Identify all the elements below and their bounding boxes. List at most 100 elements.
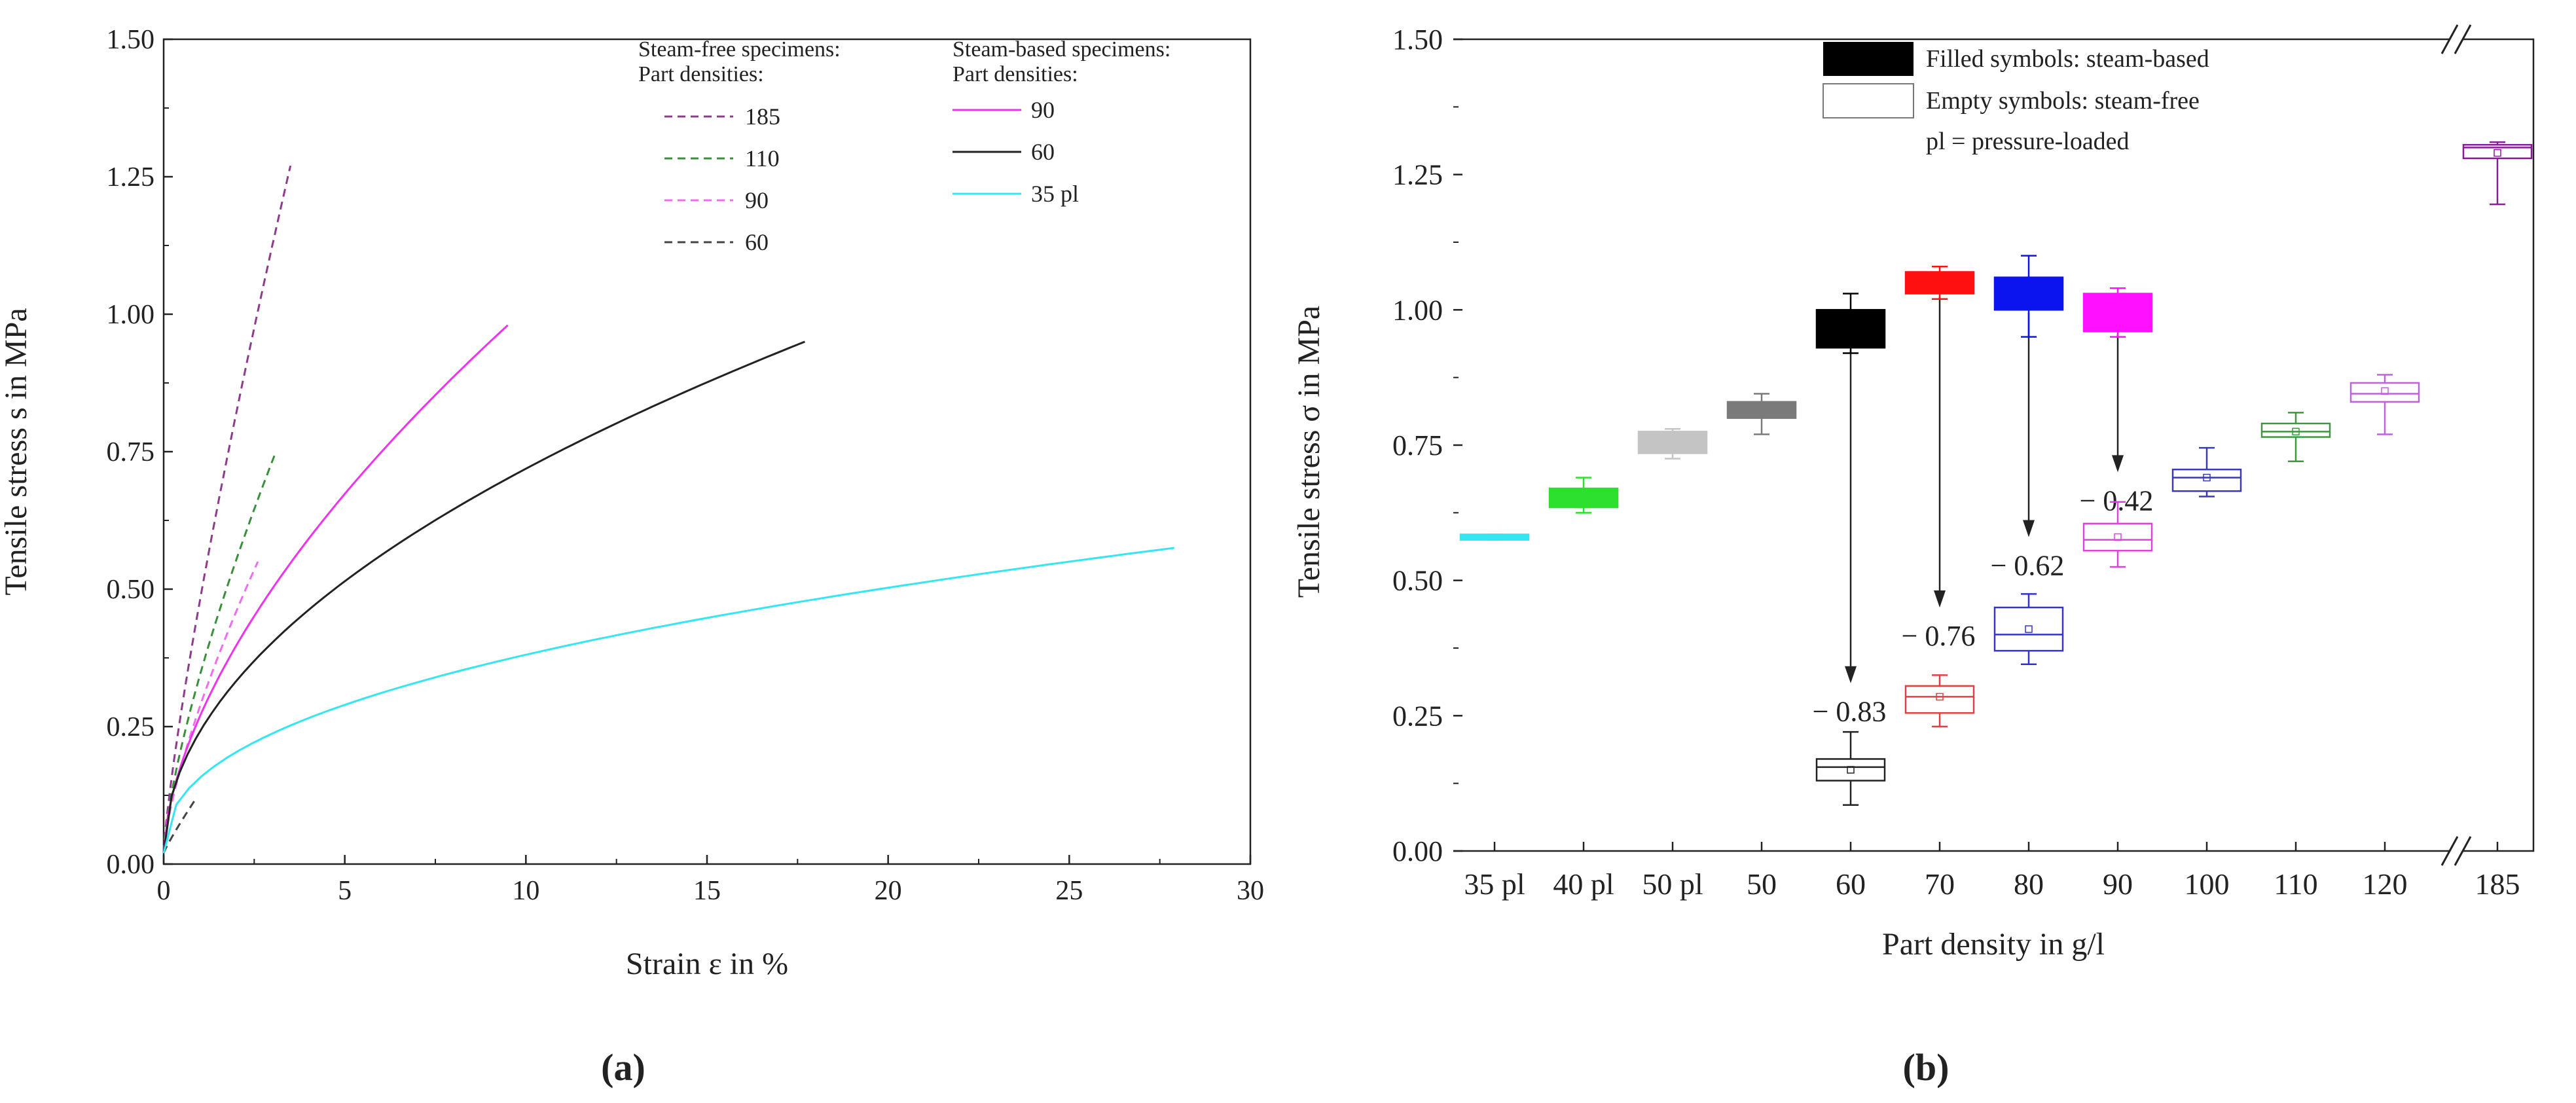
- x-tick-label-a: 10: [512, 876, 539, 906]
- mean-marker: [2494, 149, 2501, 157]
- box-body: [2171, 468, 2242, 492]
- reduction-label: − 0.42: [2080, 484, 2154, 516]
- legend-label-free: 90: [745, 187, 769, 213]
- box-plots: [1459, 141, 2533, 806]
- legend-free-title-2: Part densities:: [638, 62, 764, 86]
- box-steam-based-40-pl: [1548, 477, 1619, 514]
- y-tick-label-a: 1.00: [107, 300, 155, 330]
- axis-break-mark: [2440, 836, 2459, 866]
- series-line-steam-based-90: [162, 324, 509, 854]
- series-line-steam-free-60: [162, 797, 198, 854]
- box-body: [1548, 487, 1619, 509]
- y-tick-label-b: 0.75: [1392, 429, 1443, 461]
- box-steam-based-50: [1726, 393, 1797, 435]
- x-axis-label-a: Strain ε in %: [626, 947, 788, 981]
- box-body: [1726, 401, 1797, 419]
- series-line-steam-free-90: [162, 561, 259, 854]
- box-steam-free-185: [2462, 141, 2533, 206]
- legend-empty-text: Empty symbols: steam-free: [1926, 87, 2200, 115]
- box-steam-free-120: [2349, 374, 2420, 435]
- panel-a-line-chart: 0.00 0.25 0.50 0.75 1.00 1.25 1.50 0 5 10 15 20 25 3…: [0, 25, 1264, 1089]
- box-body: [2260, 422, 2331, 438]
- arrow-head: [2112, 455, 2124, 473]
- y-tick-label-a: 0.50: [107, 575, 155, 605]
- reduction-label: − 0.83: [1813, 696, 1887, 728]
- x-tick-label-b: 80: [2014, 867, 2044, 901]
- y-tick-label-b: 1.50: [1392, 24, 1443, 56]
- legend-filled-swatch: [1823, 42, 1914, 76]
- reduction-label: − 0.76: [1902, 620, 1976, 652]
- y-tick-label-a: 1.50: [107, 25, 155, 55]
- legend-label-free: 185: [745, 103, 780, 130]
- x-tick-label-a: 20: [875, 876, 902, 906]
- box-steam-free-70: [1904, 674, 1975, 728]
- x-tick-label-b: 60: [1836, 867, 1866, 901]
- arrow-head: [2023, 520, 2035, 537]
- box-body: [2349, 382, 2420, 403]
- plot-frame-b: [1453, 38, 2535, 852]
- panel-label-b: (b): [1903, 1046, 1950, 1089]
- legend-filled-text: Filled symbols: steam-based: [1926, 45, 2209, 73]
- series-line-steam-based-60: [162, 340, 805, 854]
- box-steam-free-60: [1815, 731, 1886, 806]
- y-tick-label-b: 0.50: [1392, 565, 1443, 597]
- y-axis-label-a: Tensile stress s in MPa: [0, 308, 33, 595]
- x-tick-label-b: 120: [2363, 867, 2408, 901]
- legend-note-text: pl = pressure-loaded: [1926, 128, 2130, 155]
- panel-label-a: (a): [601, 1046, 645, 1089]
- mean-marker: [2114, 533, 2122, 541]
- x-tick-label-b: 40 pl: [1553, 867, 1614, 901]
- y-tick-label-b: 0.00: [1392, 835, 1443, 867]
- box-steam-based-80: [1993, 255, 2064, 338]
- x-tick-label-b: 50: [1747, 867, 1777, 901]
- legend-free-title-1: Steam-free specimens:: [638, 37, 841, 62]
- y-tick-label-a: 0.75: [107, 437, 155, 467]
- x-tick-label-b: 50 pl: [1642, 867, 1703, 901]
- legend-based-title-1: Steam-based specimens:: [952, 37, 1170, 62]
- x-tick-label-b: 100: [2185, 867, 2230, 901]
- y-axis-a: 0.00 0.25 0.50 0.75 1.00 1.25 1.50: [107, 25, 173, 880]
- y-tick-label-a: 0.00: [107, 850, 155, 880]
- axis-break-mark: [2440, 24, 2459, 54]
- box-steam-free-90: [2082, 501, 2153, 568]
- panel-b-box-chart: 0.00 0.25 0.50 0.75 1.00 1.25 1.50 35 pl 40 pl 5…: [1292, 24, 2535, 1089]
- x-tick-label-a: 15: [693, 876, 721, 906]
- legend-label-free: 110: [745, 145, 780, 172]
- y-axis-b: 0.00 0.25 0.50 0.75 1.00 1.25 1.50: [1392, 24, 1462, 867]
- x-tick-label-b: 110: [2274, 867, 2317, 901]
- box-body: [1815, 309, 1886, 349]
- x-tick-label-a: 25: [1055, 876, 1083, 906]
- series-line-steam-based-35-pl: [162, 547, 1174, 854]
- box-body: [1904, 271, 1975, 295]
- arrow-head: [1845, 666, 1857, 683]
- x-tick-label-a: 5: [338, 876, 352, 906]
- x-tick-label-a: 30: [1237, 876, 1264, 906]
- y-tick-label-b: 1.00: [1392, 294, 1443, 326]
- box-steam-based-35-pl: [1459, 533, 1530, 541]
- axis-break-mark: [2454, 836, 2472, 866]
- box-body: [1993, 276, 2064, 311]
- x-tick-label-b: 70: [1925, 867, 1955, 901]
- x-axis-a: 0 5 10 15 20 25 30: [157, 855, 1264, 906]
- box-steam-based-60: [1815, 293, 1886, 354]
- box-steam-based-90: [2082, 287, 2153, 338]
- y-tick-label-b: 0.25: [1392, 700, 1443, 732]
- x-tick-label-b: 185: [2475, 867, 2520, 901]
- mean-marker: [2203, 473, 2211, 482]
- box-body: [1904, 685, 1975, 714]
- y-tick-label-a: 1.25: [107, 162, 155, 192]
- mean-marker: [1936, 693, 1944, 701]
- box-body: [2082, 522, 2153, 552]
- legend-label-based: 90: [1031, 97, 1055, 123]
- box-steam-based-50-pl: [1637, 427, 1708, 460]
- box-steam-free-80: [1993, 593, 2064, 666]
- mean-marker: [2292, 427, 2300, 436]
- legend-based-title-2: Part densities:: [952, 62, 1078, 86]
- y-tick-label-b: 1.25: [1392, 159, 1443, 191]
- series-lines-a: [162, 165, 1174, 854]
- legend-empty-swatch: [1823, 83, 1914, 118]
- y-tick-label-a: 0.25: [107, 712, 155, 742]
- legend-steam-free: Steam-free specimens: Part densities: 18…: [638, 37, 841, 255]
- series-line-steam-free-185: [162, 165, 292, 854]
